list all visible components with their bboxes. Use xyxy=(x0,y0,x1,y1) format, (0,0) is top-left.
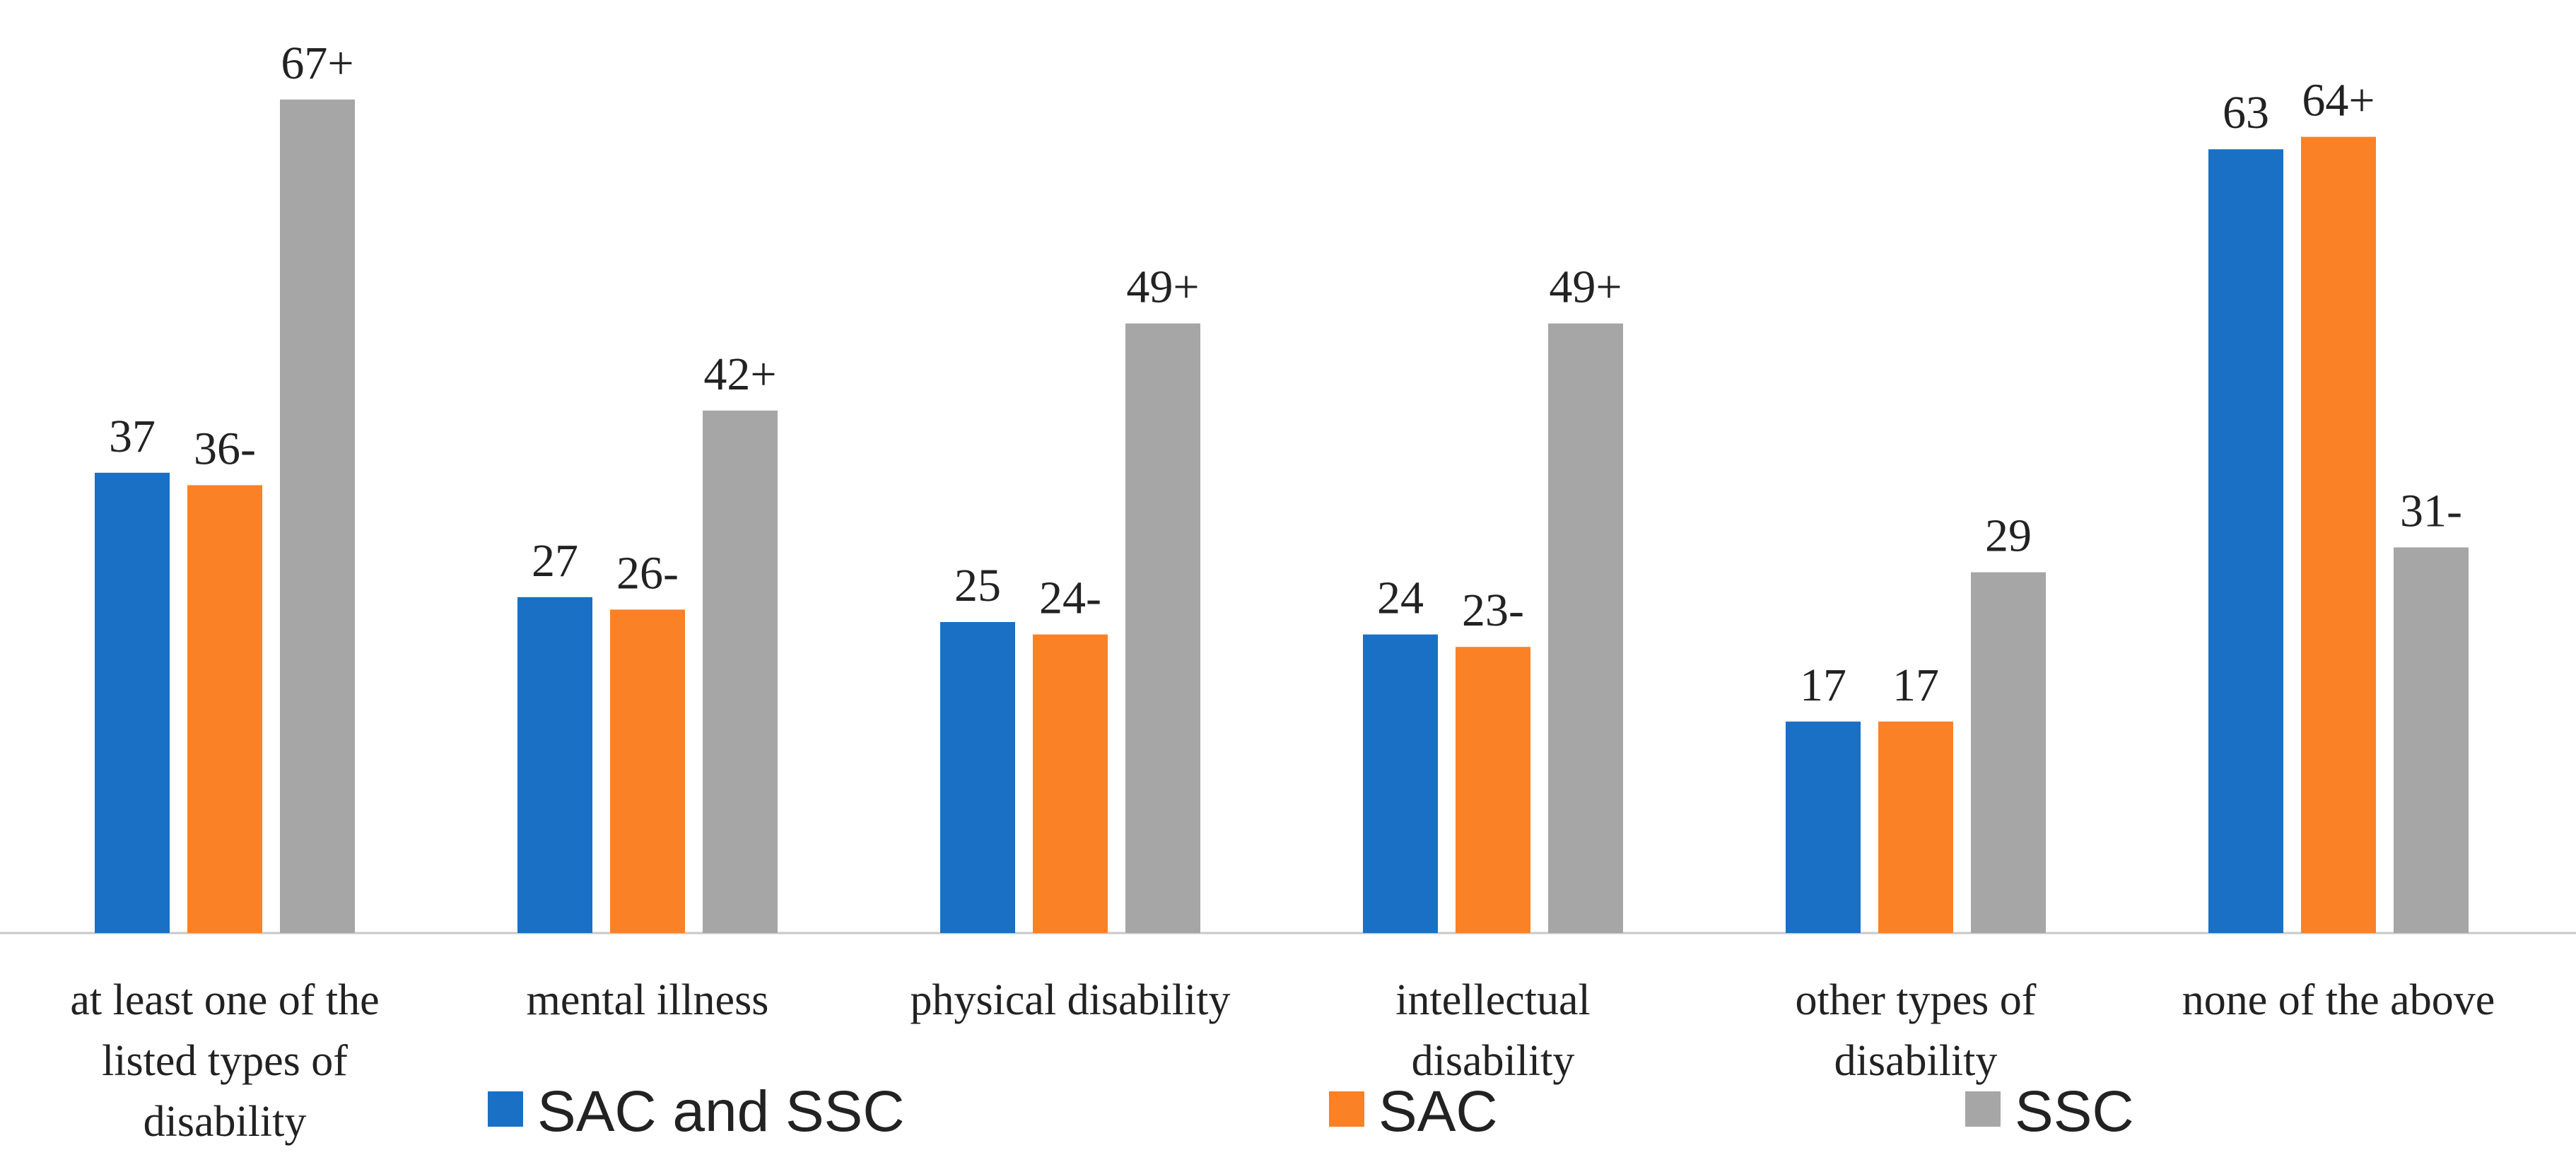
category-label-line: listed types of xyxy=(102,1037,348,1085)
bar-ssc-0 xyxy=(280,99,355,933)
bar-sac-4 xyxy=(1878,721,1953,933)
data-label: 42+ xyxy=(703,348,776,400)
data-label: 36- xyxy=(194,423,256,474)
bar-sac-and-ssc-1 xyxy=(517,597,592,933)
data-label: 23- xyxy=(1462,585,1524,636)
data-label: 24 xyxy=(1377,573,1424,624)
legend-label: SAC and SSC xyxy=(537,1079,905,1144)
data-label: 49+ xyxy=(1126,262,1199,313)
category-label-line: physical disability xyxy=(911,976,1231,1024)
category-label-line: none of the above xyxy=(2182,976,2495,1024)
data-label: 27 xyxy=(532,535,578,587)
legend-label: SAC xyxy=(1378,1079,1498,1144)
legend-swatch xyxy=(488,1091,523,1127)
category-label-line: other types of xyxy=(1796,976,2037,1024)
data-label: 29 xyxy=(1985,510,2032,562)
bar-sac-2 xyxy=(1033,634,1108,933)
category-label-line: disability xyxy=(1834,1037,1998,1085)
category-label-line: intellectual xyxy=(1395,976,1590,1024)
bar-ssc-5 xyxy=(2394,547,2469,933)
data-label: 25 xyxy=(954,560,1001,611)
data-label: 67+ xyxy=(281,37,353,89)
category-label-line: mental illness xyxy=(527,976,769,1024)
data-label: 26- xyxy=(616,547,679,599)
bar-ssc-1 xyxy=(703,410,778,933)
bar-sac-and-ssc-2 xyxy=(940,622,1015,933)
bar-ssc-4 xyxy=(1971,572,2046,933)
bar-sac-0 xyxy=(187,485,262,933)
category-label: physical disability xyxy=(911,976,1231,1024)
category-label-line: disability xyxy=(144,1098,307,1146)
data-label: 63 xyxy=(2223,87,2269,139)
legend-swatch xyxy=(1329,1091,1364,1127)
bar-sac-and-ssc-3 xyxy=(1363,634,1438,933)
data-label: 24- xyxy=(1039,573,1101,624)
bar-ssc-3 xyxy=(1548,323,1623,934)
bar-ssc-2 xyxy=(1125,323,1200,934)
category-label: mental illness xyxy=(527,976,769,1024)
category-label: other types of disability xyxy=(1796,976,2037,1085)
data-label: 64+ xyxy=(2302,75,2375,127)
bar-sac-and-ssc-4 xyxy=(1786,721,1861,933)
category-label: intellectual disability xyxy=(1395,976,1590,1085)
bar-sac-5 xyxy=(2301,136,2376,934)
bar-sac-1 xyxy=(610,609,685,933)
category-label-line: at least one of the xyxy=(70,976,379,1024)
data-label: 17 xyxy=(1892,659,1939,711)
legend-swatch xyxy=(1965,1091,2001,1127)
legend-label: SSC xyxy=(2015,1079,2134,1144)
bar-sac-and-ssc-0 xyxy=(95,472,170,933)
data-label: 17 xyxy=(1800,659,1846,711)
bar-sac-3 xyxy=(1456,647,1530,933)
category-label-line: disability xyxy=(1412,1037,1575,1085)
bar-sac-and-ssc-5 xyxy=(2208,149,2283,934)
data-label: 31- xyxy=(2400,485,2462,536)
data-label: 49+ xyxy=(1549,262,1622,313)
data-label: 37 xyxy=(109,411,156,462)
category-label: at least one of the listed types of disabi… xyxy=(70,976,379,1146)
category-label: none of the above xyxy=(2182,976,2495,1024)
